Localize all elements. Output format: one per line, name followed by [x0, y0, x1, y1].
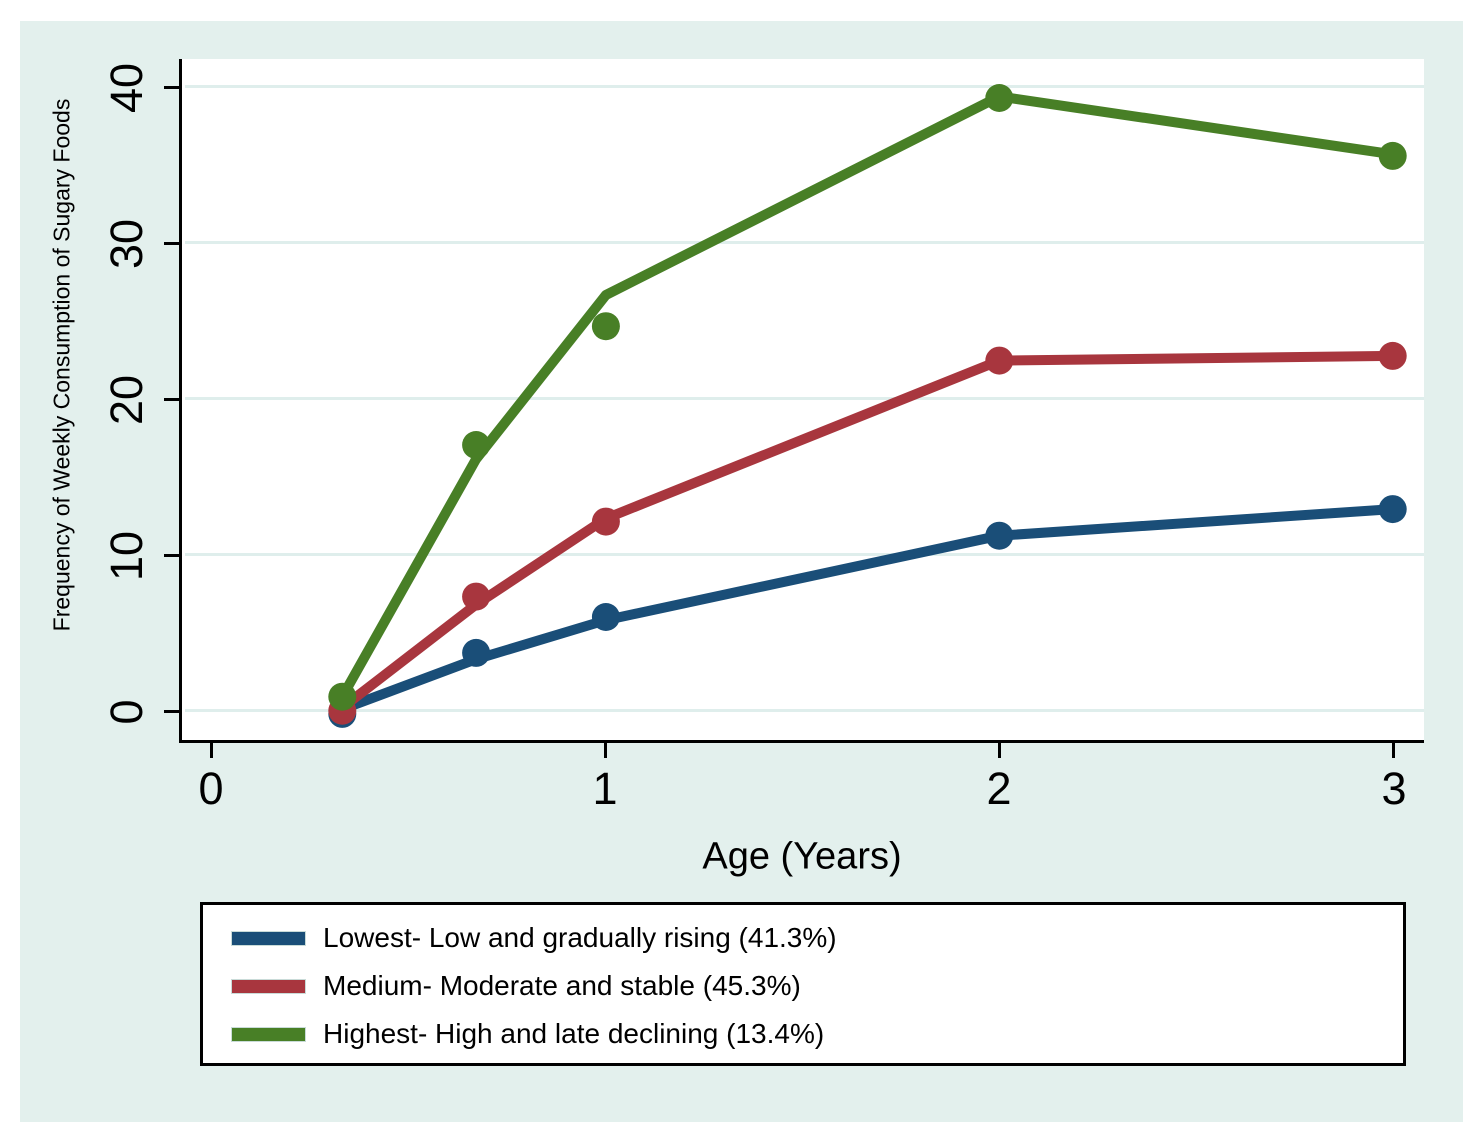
x-tick-1	[604, 743, 607, 758]
y-tick-40	[164, 86, 179, 89]
x-tick-label-1: 1	[592, 763, 618, 814]
gridline-0	[185, 709, 1424, 712]
legend-label-highest: Highest- High and late declining (13.4%)	[323, 1018, 825, 1049]
x-tick-label-3: 3	[1381, 763, 1407, 814]
legend-box: Lowest- Low and gradually rising (41.3%)…	[200, 902, 1406, 1066]
y-tick-label-40: 40	[101, 62, 152, 114]
y-tick-label-30: 30	[101, 218, 152, 270]
y-tick-0	[164, 710, 179, 713]
x-tick-0	[210, 743, 213, 758]
y-tick-10	[164, 554, 179, 557]
gridline-40	[185, 85, 1424, 88]
legend-swatch-highest	[231, 1026, 306, 1042]
y-tick-30	[164, 242, 179, 245]
legend-label-medium: Medium- Moderate and stable (45.3%)	[323, 970, 801, 1001]
x-tick-label-2: 2	[986, 763, 1012, 814]
legend-item-highest: Highest- High and late declining (13.4%)	[231, 1010, 1403, 1058]
gridline-10	[185, 553, 1424, 556]
y-tick-label-10: 10	[101, 530, 152, 582]
legend-item-medium: Medium- Moderate and stable (45.3%)	[231, 962, 1403, 1010]
y-axis-title: Frequency of Weekly Consumption of Sugar…	[48, 98, 75, 632]
x-axis-title: Age (Years)	[702, 835, 902, 878]
gridline-30	[185, 241, 1424, 244]
y-tick-label-0: 0	[101, 699, 152, 725]
y-tick-label-20: 20	[101, 374, 152, 426]
x-tick-label-0: 0	[198, 763, 224, 814]
x-tick-3	[1392, 743, 1395, 758]
legend-swatch-medium	[231, 978, 306, 994]
x-tick-2	[998, 743, 1001, 758]
plot-area	[179, 59, 1424, 743]
gridline-20	[185, 397, 1424, 400]
legend-swatch-lowest	[231, 930, 306, 946]
y-tick-20	[164, 398, 179, 401]
legend-label-lowest: Lowest- Low and gradually rising (41.3%)	[323, 922, 837, 953]
legend-item-lowest: Lowest- Low and gradually rising (41.3%)	[231, 914, 1403, 962]
